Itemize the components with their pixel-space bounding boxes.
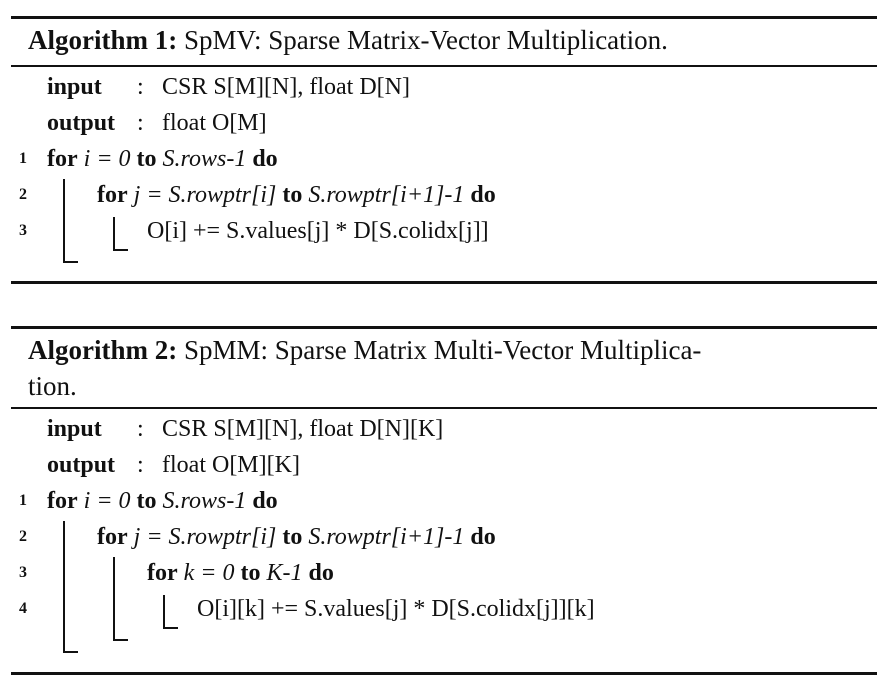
code-line-2: 2 for j = S.rowptr[i] to S.rowptr[i+1]-1… [11, 177, 877, 213]
output-colon: : [137, 110, 144, 136]
loop-init: j = S.rowptr[i] [133, 524, 277, 550]
algorithm-title: SpMM: Sparse Matrix Multi-Vector Multipl… [183, 335, 702, 365]
caption-line-2: tion. [28, 371, 77, 401]
code: for i = 0 to S.rows-1 do [47, 141, 278, 177]
caption-line-1: Algorithm 2: SpMM: Sparse Matrix Multi-V… [28, 332, 858, 368]
block-foot-inner [113, 249, 128, 251]
keyword-do: do [470, 524, 496, 550]
block-bar-inner [113, 217, 115, 249]
block-foot-outer [63, 261, 78, 263]
keyword-to: to [240, 560, 261, 586]
keyword-to: to [136, 146, 157, 172]
keyword-for: for [47, 146, 78, 172]
keyword-to: to [136, 488, 157, 514]
code: for k = 0 to K-1 do [147, 555, 334, 591]
input-colon: : [137, 416, 144, 442]
caption-rule [11, 65, 877, 67]
block-foot-inner [163, 627, 178, 629]
loop-bound: S.rows-1 [162, 488, 247, 514]
keyword-do: do [252, 488, 278, 514]
algorithm-label: Algorithm 2: [28, 335, 178, 365]
loop-bound: K-1 [266, 560, 303, 586]
input-value: CSR S[M][N], float D[N] [162, 74, 410, 100]
keyword-do: do [252, 146, 278, 172]
loop-init: k = 0 [183, 560, 235, 586]
keyword-to: to [282, 182, 303, 208]
line-number: 3 [19, 564, 27, 581]
keyword-for: for [97, 182, 128, 208]
code-line-4: 4 O[i][k] += S.values[j] * D[S.colidx[j]… [11, 591, 877, 627]
output-colon: : [137, 452, 144, 478]
keyword-do: do [308, 560, 334, 586]
block-bar-inner [163, 595, 165, 627]
statement: O[i] += S.values[j] * D[S.colidx[j]] [147, 218, 489, 244]
top-rule [11, 326, 877, 329]
keyword-do: do [470, 182, 496, 208]
keyword-for: for [47, 488, 78, 514]
algorithm-2: Algorithm 2: SpMM: Sparse Matrix Multi-V… [11, 326, 877, 678]
output-value: float O[M] [162, 110, 267, 136]
block-bar-middle [113, 557, 115, 639]
code-line-3: 3 O[i] += S.values[j] * D[S.colidx[j]] [11, 213, 877, 249]
line-number: 1 [19, 492, 27, 509]
output-value: float O[M][K] [162, 452, 300, 478]
algorithm-label: Algorithm 1: [28, 25, 178, 55]
block-foot-outer [63, 651, 78, 653]
code: for j = S.rowptr[i] to S.rowptr[i+1]-1 d… [97, 177, 496, 213]
code-line-1: 1 for i = 0 to S.rows-1 do [11, 141, 877, 177]
line-number: 4 [19, 600, 27, 617]
loop-bound: S.rows-1 [162, 146, 247, 172]
output-keyword: output [47, 110, 116, 136]
algorithm-caption: Algorithm 1: SpMV: Sparse Matrix-Vector … [28, 22, 858, 58]
keyword-for: for [97, 524, 128, 550]
line-number: 2 [19, 186, 27, 203]
input-keyword: input [47, 416, 102, 442]
bottom-rule [11, 281, 877, 284]
loop-bound: S.rowptr[i+1]-1 [308, 182, 465, 208]
code-line-1: 1 for i = 0 to S.rows-1 do [11, 483, 877, 519]
block-bar-outer [63, 521, 65, 651]
output-keyword: output [47, 452, 116, 478]
block-bar-outer [63, 179, 65, 261]
statement: O[i][k] += S.values[j] * D[S.colidx[j]][… [197, 596, 595, 622]
code: for j = S.rowptr[i] to S.rowptr[i+1]-1 d… [97, 519, 496, 555]
caption-rule [11, 407, 877, 409]
block-foot-middle [113, 639, 128, 641]
code: for i = 0 to S.rows-1 do [47, 483, 278, 519]
loop-init: i = 0 [83, 488, 131, 514]
line-number: 2 [19, 528, 27, 545]
keyword-to: to [282, 524, 303, 550]
loop-bound: S.rowptr[i+1]-1 [308, 524, 465, 550]
top-rule [11, 16, 877, 19]
input-colon: : [137, 74, 144, 100]
line-number: 1 [19, 150, 27, 167]
keyword-for: for [147, 560, 178, 586]
algorithm-1: Algorithm 1: SpMV: Sparse Matrix-Vector … [11, 16, 877, 286]
line-number: 3 [19, 222, 27, 239]
code-line-2: 2 for j = S.rowptr[i] to S.rowptr[i+1]-1… [11, 519, 877, 555]
algorithm-title: SpMV: Sparse Matrix-Vector Multiplicatio… [183, 25, 668, 55]
code-line-3: 3 for k = 0 to K-1 do [11, 555, 877, 591]
loop-init: j = S.rowptr[i] [133, 182, 277, 208]
bottom-rule [11, 672, 877, 675]
input-value: CSR S[M][N], float D[N][K] [162, 416, 444, 442]
loop-init: i = 0 [83, 146, 131, 172]
input-keyword: input [47, 74, 102, 100]
algorithm-caption: Algorithm 2: SpMM: Sparse Matrix Multi-V… [28, 332, 858, 404]
